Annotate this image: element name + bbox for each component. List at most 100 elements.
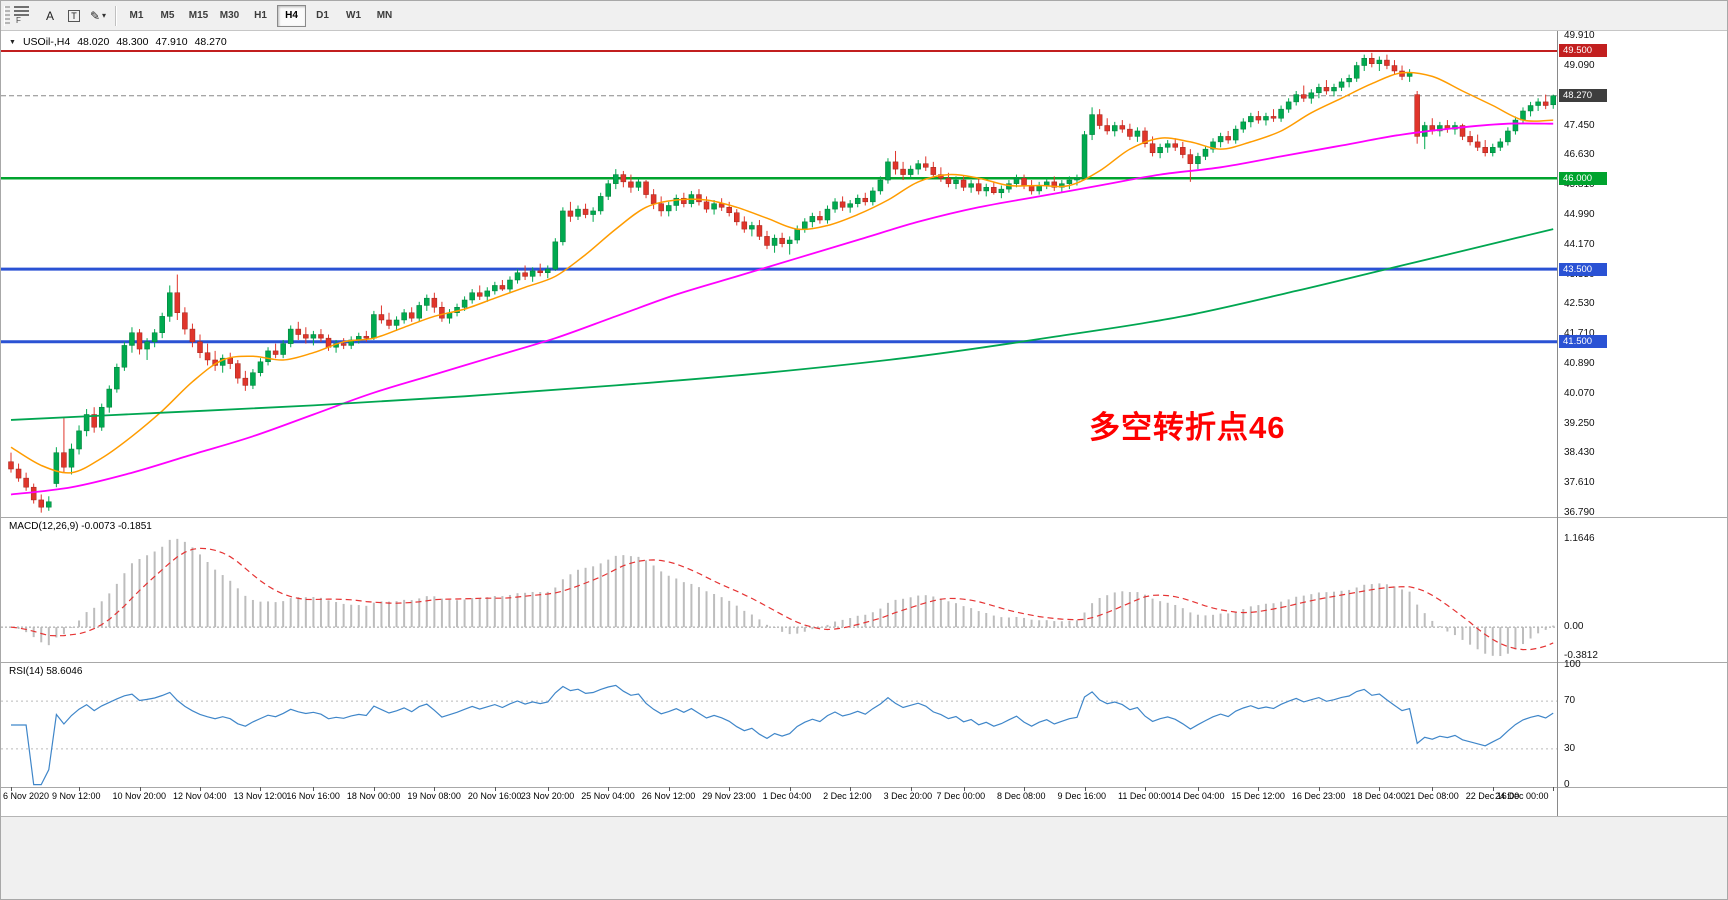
time-axis-tick [1024, 787, 1026, 791]
time-axis-label: 9 Dec 16:00 [1057, 791, 1107, 801]
time-axis-label: 1 Dec 04:00 [762, 791, 812, 801]
price-axis-label: 40.070 [1564, 387, 1595, 399]
panel-separator[interactable] [1, 662, 1727, 663]
rsi-panel-svg[interactable] [1, 663, 1557, 787]
time-axis-tick [963, 787, 965, 791]
axis-separator [1557, 31, 1558, 816]
toolbar-grip[interactable] [4, 5, 10, 26]
panel-separator[interactable] [1, 517, 1727, 518]
time-axis-tick [1492, 787, 1494, 791]
time-axis-tick [494, 787, 496, 791]
textbox-tool-glyph: T [68, 9, 80, 22]
macd-axis-label: 0.00 [1564, 621, 1584, 633]
symbol-period-label: USOil-,H4 [22, 36, 71, 48]
panel-separator [1, 787, 1727, 788]
time-axis-label: 18 Dec 04:00 [1352, 791, 1406, 801]
price-axis-label: 46.630 [1564, 149, 1595, 161]
shapes-tool-button[interactable]: ✎ ▾ [86, 4, 110, 28]
rsi-axis-label: 0 [1564, 778, 1570, 790]
time-axis-label: 7 Dec 00:00 [936, 791, 986, 801]
timeframe-h4[interactable]: H4 [277, 4, 306, 27]
time-axis-tick [850, 787, 852, 791]
rsi-label: RSI(14) 58.6046 [9, 666, 83, 677]
time-axis-label: 2 Dec 12:00 [823, 791, 872, 801]
time-axis-label: 13 Nov 12:00 [233, 791, 288, 801]
price-axis-label: 49.090 [1564, 59, 1595, 71]
toolbar: F A T ✎ ▾ M1 M5 M15 M30 H1 H4 D1 W1 MN [1, 1, 1727, 31]
time-axis-label: 11 Dec 00:00 [1118, 791, 1171, 801]
time-axis-label: 16 Nov 16:00 [286, 791, 340, 801]
time-axis-label: 15 Dec 12:00 [1231, 791, 1285, 801]
timeframe-h1[interactable]: H1 [254, 10, 267, 21]
timeframe-m5[interactable]: M5 [160, 10, 175, 21]
rsi-axis-label: 30 [1564, 742, 1576, 754]
time-axis-tick [313, 787, 315, 791]
time-axis-label: 16 Dec 23:00 [1291, 791, 1346, 801]
timeframe-d1[interactable]: D1 [316, 10, 329, 21]
time-axis-tick [11, 787, 12, 791]
timeframe-m15[interactable]: M15 [188, 10, 209, 21]
time-axis-label: 8 Dec 08:00 [997, 791, 1046, 801]
chinese-annotation: 多空转折点46 [1089, 410, 1286, 445]
toolbar-separator [115, 5, 116, 26]
time-axis-tick [1197, 787, 1199, 791]
time-axis-tick [1318, 787, 1320, 791]
time-axis-tick [608, 787, 610, 791]
timeframe-m1[interactable]: M1 [129, 10, 144, 21]
time-axis-tick [1145, 787, 1146, 791]
collapse-ohlc-icon[interactable]: ▼ [9, 38, 16, 46]
corner-letter: F [16, 16, 21, 25]
textbox-tool-button[interactable]: T [62, 4, 86, 28]
time-axis-tick [1553, 787, 1555, 791]
price-axis-label: 36.790 [1564, 507, 1595, 518]
time-axis-tick [1084, 787, 1086, 791]
time-axis-tick [1258, 787, 1260, 791]
time-axis-label: 6 Nov 2020 [3, 791, 50, 801]
timeframe-m30[interactable]: M30 [219, 10, 240, 21]
ohlc-header: ▼ USOil-,H4 48.020 48.300 47.910 48.270 [9, 36, 227, 48]
mid-ma-line [10, 122, 1554, 496]
price-axis-label: 40.890 [1564, 357, 1595, 369]
price-axis-label: 44.170 [1564, 238, 1595, 250]
close-value: 48.270 [194, 36, 227, 48]
macd-histogram [17, 538, 1555, 657]
slow-ma-line [10, 228, 1554, 421]
time-axis-tick [200, 787, 201, 791]
timeframe-w1[interactable]: W1 [346, 10, 361, 21]
price-axis-label: 44.990 [1564, 208, 1595, 220]
macd-panel-svg[interactable] [1, 518, 1557, 662]
chart-area[interactable]: ▼ USOil-,H4 48.020 48.300 47.910 48.270 … [1, 30, 1727, 816]
price-panel-svg[interactable] [1, 31, 1557, 517]
window-filler [1, 816, 1727, 899]
price-axis-label: 47.450 [1564, 119, 1595, 131]
macd-axis-label: 1.1646 [1564, 532, 1595, 544]
time-axis-label: 29 Nov 23:00 [702, 791, 756, 801]
time-axis-label: 21 Dec 08:00 [1405, 791, 1459, 801]
rsi-axis-label: 100 [1564, 659, 1581, 671]
open-value: 48.020 [77, 36, 110, 48]
toolbar-corner: F [14, 6, 36, 25]
time-axis-label: 19 Nov 08:00 [407, 791, 461, 801]
time-axis-label: 14 Dec 04:00 [1170, 791, 1225, 801]
time-axis-tick [260, 787, 262, 791]
rsi-line [11, 684, 1554, 786]
time-axis-tick [789, 787, 791, 791]
time-axis-label: 3 Dec 20:00 [883, 791, 933, 801]
candlestick-series [8, 52, 1556, 513]
price-tag: 41.500 [1559, 335, 1607, 349]
price-axis[interactable] [1558, 31, 1727, 787]
macd-axis-label: -0.3812 [1564, 650, 1598, 662]
timeframe-mn[interactable]: MN [376, 10, 393, 21]
text-label-tool-button[interactable]: A [38, 4, 62, 28]
time-axis-tick [1379, 787, 1381, 791]
price-axis-label: 49.910 [1564, 30, 1595, 42]
time-axis-tick [373, 787, 375, 791]
time-axis-tick [729, 787, 731, 791]
time-axis-label: 12 Nov 04:00 [173, 791, 227, 801]
menu-icon[interactable] [14, 6, 29, 16]
time-axis-tick [547, 787, 549, 791]
time-axis-label: 20 Nov 16:00 [467, 791, 522, 801]
time-axis-tick [1432, 787, 1434, 791]
time-axis-label: 24 Dec 00:00 [1495, 791, 1549, 801]
text-tool-glyph: A [45, 8, 54, 23]
